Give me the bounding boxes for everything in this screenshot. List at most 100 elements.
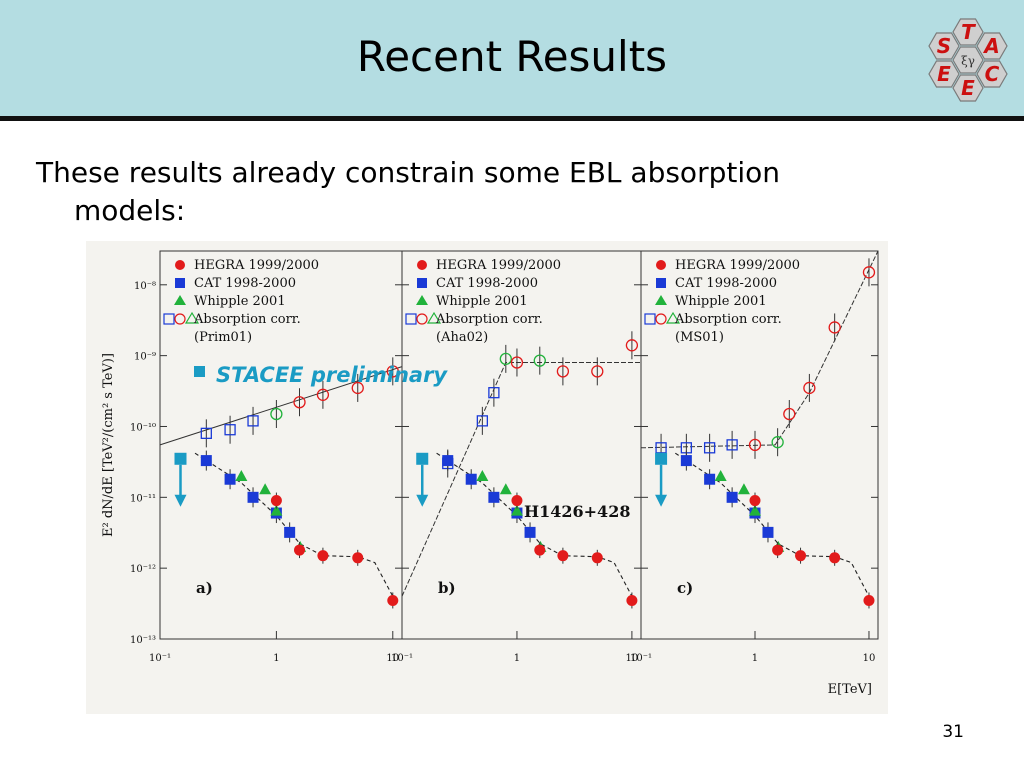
hegra-point xyxy=(863,594,875,606)
stacee-arrow-head xyxy=(416,494,429,507)
y-tick-label: 10⁻¹⁰ xyxy=(130,422,156,433)
legend-marker-hegra xyxy=(417,260,427,270)
corrected-point xyxy=(748,438,762,452)
x-tick-label: 10 xyxy=(626,653,639,664)
body-line-1: These results already constrain some EBL… xyxy=(36,156,780,189)
corrected-point xyxy=(488,387,500,399)
hegra-point xyxy=(829,552,841,564)
legend-marker-whipple xyxy=(416,295,428,305)
hegra-point xyxy=(511,495,523,507)
x-tick-label: 10⁻¹ xyxy=(630,653,652,664)
stacee-arrow-head xyxy=(655,494,668,507)
hegra-point xyxy=(387,594,399,606)
spectrum-chart: E² dN/dE [TeV²/(cm² s TeV)] 10⁻⁸ 10⁻⁹ 10⁻¹⁰… xyxy=(86,241,888,714)
logo-letter: A xyxy=(982,34,999,58)
panel-frame xyxy=(640,250,879,640)
whipple-point xyxy=(737,483,750,495)
stacee-legend-marker xyxy=(194,366,205,377)
legend-marker-cat xyxy=(417,278,427,288)
legend-marker-hegra xyxy=(656,260,666,270)
logo-hexagon xyxy=(952,18,984,46)
logo-letter: C xyxy=(985,62,1000,86)
corrected-point xyxy=(247,415,259,427)
legend-marker-corr-whipple xyxy=(184,311,200,324)
y-tick-label: 10⁻¹² xyxy=(130,564,156,575)
slide-title: Recent Results xyxy=(356,32,668,81)
legend-label: CAT 1998-2000 xyxy=(675,276,777,291)
body-text: These results already constrain some EBL… xyxy=(36,154,916,230)
logo-hexagon xyxy=(976,32,1008,60)
corrected-point xyxy=(803,381,816,395)
stacee-point xyxy=(416,452,429,465)
whipple-point xyxy=(714,469,727,481)
hegra-point xyxy=(270,495,282,507)
measured-fit-curve xyxy=(194,452,394,597)
panel-label: b) xyxy=(438,579,456,597)
cat-point xyxy=(704,473,716,485)
corrected-point xyxy=(476,415,488,427)
measured-fit-curve xyxy=(674,452,870,597)
corrected-point xyxy=(591,365,604,378)
hegra-point xyxy=(534,544,546,556)
cat-point xyxy=(200,455,212,467)
x-tick-label: 1 xyxy=(514,653,520,664)
legend-marker-hegra xyxy=(175,260,185,270)
logo-letter: S xyxy=(937,34,951,58)
legend-label: HEGRA 1999/2000 xyxy=(436,258,561,273)
legend-marker-corr-cat xyxy=(644,313,656,325)
corrected-point xyxy=(771,436,784,449)
panel-label: c) xyxy=(677,579,693,597)
hegra-point xyxy=(772,544,784,556)
logo-hexagon xyxy=(976,60,1008,88)
corrected-point xyxy=(293,396,306,409)
x-tick-label: 10⁻¹ xyxy=(149,653,171,664)
slide-header xyxy=(0,0,1024,118)
legend-marker-cat xyxy=(175,278,185,288)
hegra-point xyxy=(294,544,306,556)
y-tick-label: 10⁻⁸ xyxy=(134,281,156,292)
legend-marker-corr-whipple xyxy=(426,311,442,324)
x-tick-label: 10 xyxy=(386,653,399,664)
cat-point xyxy=(726,491,738,503)
corrected-point xyxy=(386,365,399,378)
hegra-point xyxy=(749,495,761,507)
stacee-point xyxy=(655,452,668,465)
cat-point xyxy=(465,473,477,485)
corrected-point xyxy=(499,352,512,366)
legend-label: Whipple 2001 xyxy=(194,294,286,309)
spectrum-figure: E² dN/dE [TeV²/(cm² s TeV)] 10⁻⁸ 10⁻⁹ 10⁻¹⁰… xyxy=(86,241,888,714)
hegra-point xyxy=(795,550,807,562)
corrected-point xyxy=(625,339,639,352)
panel-label: a) xyxy=(196,579,213,597)
cat-point xyxy=(680,455,692,467)
corrected-point xyxy=(533,354,546,367)
panel-b: 10⁻¹ 1 10 HEGRA 1999/2000 CAT 1998-2000 Whipp… xyxy=(391,250,642,664)
slide-number: 31 xyxy=(942,722,964,742)
legend-model-label: (MS01) xyxy=(675,330,724,345)
corrected-point xyxy=(783,407,796,421)
corrected-point xyxy=(862,266,876,279)
stacee-point xyxy=(174,452,187,465)
corrected-point xyxy=(510,356,524,369)
whipple-point xyxy=(259,483,272,495)
logo-hexagon xyxy=(928,60,960,88)
hegra-point xyxy=(626,594,638,606)
legend-marker-whipple xyxy=(655,295,667,305)
hegra-point xyxy=(591,552,603,564)
legend-label: Absorption corr. xyxy=(435,312,543,327)
legend-marker-whipple xyxy=(174,295,186,305)
legend-marker-cat xyxy=(656,278,666,288)
stacee-arrow-head xyxy=(174,494,187,507)
legend-label: HEGRA 1999/2000 xyxy=(194,258,319,273)
whipple-point xyxy=(499,483,512,495)
corrected-point xyxy=(556,365,570,378)
whipple-point xyxy=(235,469,248,481)
legend-marker-corr-hegra xyxy=(174,313,186,325)
y-tick-label: 10⁻¹³ xyxy=(130,635,156,646)
cat-point xyxy=(762,526,774,538)
legend-marker-corr-cat xyxy=(405,313,417,325)
logo-hexagon xyxy=(928,32,960,60)
corrected-fit-line xyxy=(159,366,403,446)
x-tick-label: 10⁻¹ xyxy=(391,653,413,664)
